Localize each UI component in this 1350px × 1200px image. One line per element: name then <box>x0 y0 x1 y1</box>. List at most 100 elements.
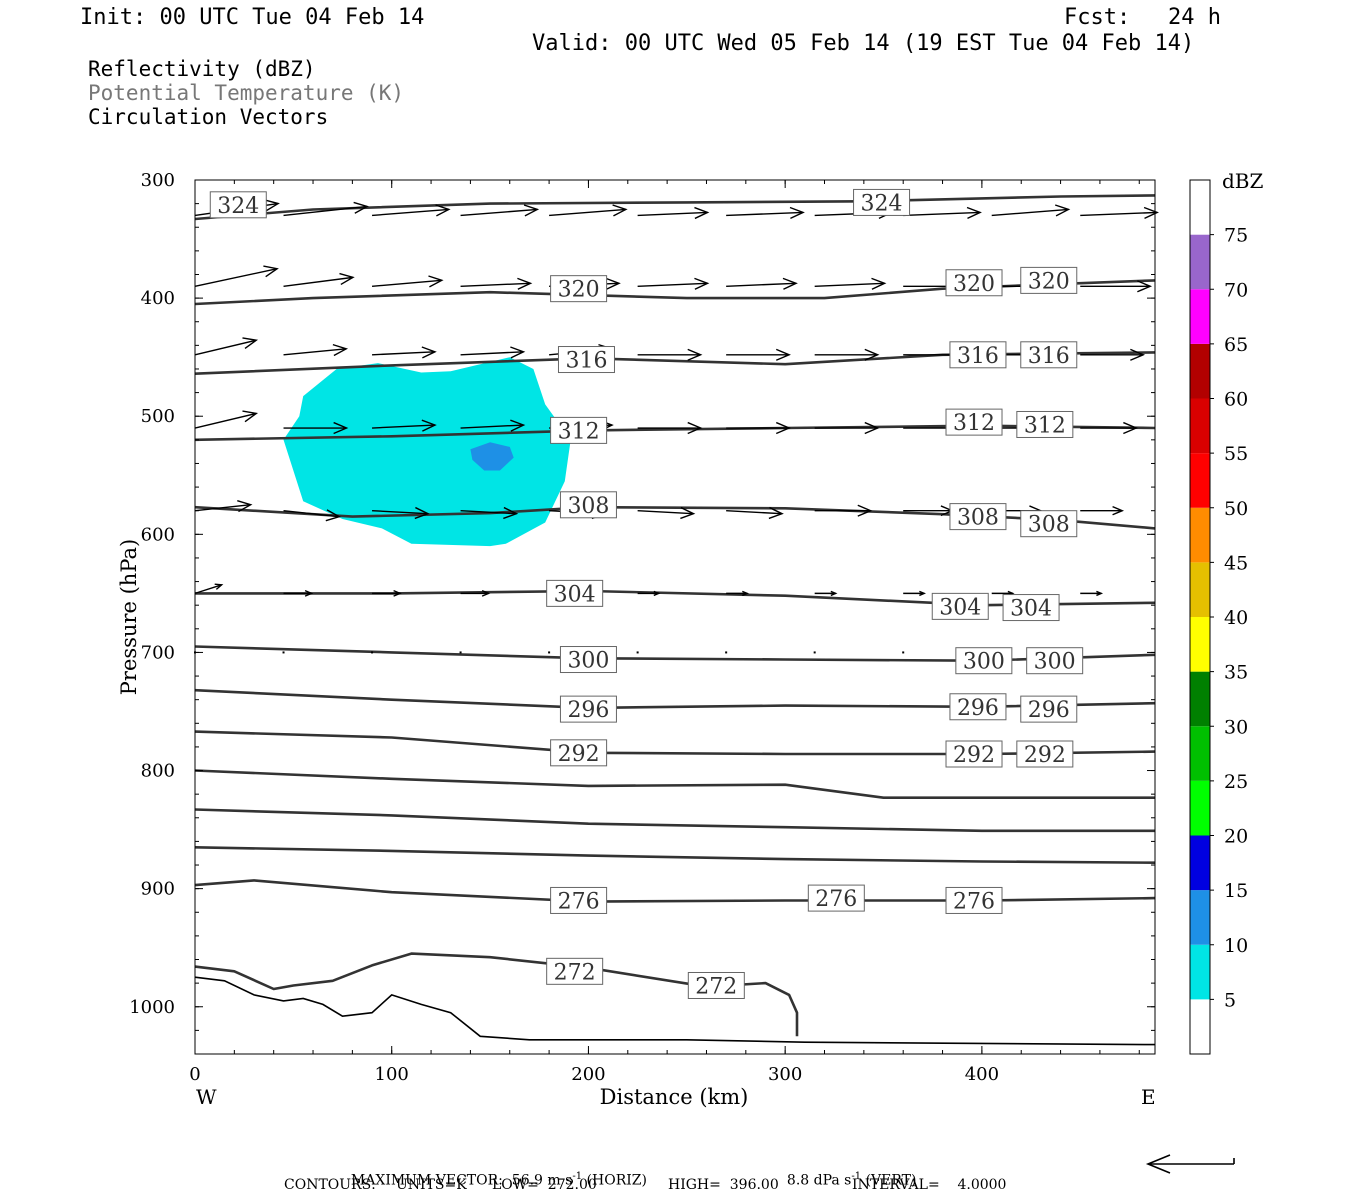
colorbar-label: 50 <box>1224 498 1248 520</box>
contour-label-296: 296 <box>949 693 1007 721</box>
circulation-vector <box>991 204 1071 217</box>
svg-text:320: 320 <box>953 272 995 297</box>
terrain-profile <box>194 976 1156 1046</box>
contour-label-308: 308 <box>949 503 1007 531</box>
x-tick-label: 200 <box>571 1064 605 1085</box>
legend-circulation-vectors: Circulation Vectors <box>88 105 329 129</box>
y-tick-label: 500 <box>141 406 175 427</box>
circulation-vector <box>814 277 887 290</box>
circulation-vector <box>637 277 710 290</box>
colorbar-label: 20 <box>1224 826 1248 848</box>
svg-text:304: 304 <box>939 595 981 620</box>
vector-dot <box>725 651 728 654</box>
plot-frame <box>194 179 1156 1055</box>
theta-contour-320 <box>194 279 1156 306</box>
svg-text:312: 312 <box>558 419 600 444</box>
contour-label-316: 316 <box>1020 341 1078 369</box>
circulation-vector <box>1080 206 1159 220</box>
contour-label-312: 312 <box>550 416 608 444</box>
svg-text:308: 308 <box>1028 513 1070 538</box>
colorbar-label: 40 <box>1224 607 1248 629</box>
colorbar-swatch <box>1190 780 1210 836</box>
contour-label-324: 324 <box>853 188 911 216</box>
colorbar-swatch <box>1190 835 1210 891</box>
svg-text:316: 316 <box>565 349 607 374</box>
circulation-vector <box>371 204 451 217</box>
svg-text:276: 276 <box>815 887 857 912</box>
legend-reflectivity: Reflectivity (dBZ) <box>88 57 316 81</box>
circulation-vector <box>814 590 838 597</box>
vert-value: 8.8 dPa s <box>786 1172 852 1189</box>
circulation-vector <box>283 343 349 357</box>
contour-label-308: 308 <box>559 491 617 519</box>
colorbar-swatch <box>1190 289 1210 344</box>
horiz-value: 56.9 m s <box>511 1172 573 1189</box>
contour-label-320: 320 <box>550 275 608 303</box>
circulation-vector <box>194 265 279 287</box>
svg-text:316: 316 <box>1028 344 1070 369</box>
circulation-vector <box>460 204 540 217</box>
contour-labels: 324 324 320 320 320 316 316 316 312 312 312 308 308 3… <box>209 188 1084 999</box>
colorbar-swatch <box>1190 999 1210 1054</box>
colorbar-swatch <box>1190 944 1210 1000</box>
circulation-vector <box>1080 421 1139 435</box>
circulation-vector <box>283 590 314 597</box>
x-tick-label: 300 <box>768 1064 802 1085</box>
contours-units: UNITS=K <box>396 1177 467 1193</box>
circulation-vector <box>372 346 437 359</box>
circulation-vector <box>194 500 253 513</box>
y-tick-label: 300 <box>141 170 175 191</box>
contour-label-276: 276 <box>945 886 1003 914</box>
contour-label-300: 300 <box>559 646 617 674</box>
theta-contour-312 <box>194 424 1156 442</box>
svg-text:276: 276 <box>953 889 995 914</box>
colorbar-swatch <box>1190 234 1210 290</box>
svg-text:320: 320 <box>558 278 600 303</box>
svg-text:296: 296 <box>957 696 999 721</box>
contour-label-296: 296 <box>1020 695 1078 723</box>
colorbar-label: 55 <box>1224 443 1248 465</box>
svg-text:300: 300 <box>1034 650 1076 675</box>
vector-dot <box>902 651 905 654</box>
circulation-vector <box>903 206 982 220</box>
svg-text:300: 300 <box>963 650 1005 675</box>
colorbar-label: 10 <box>1224 935 1248 957</box>
horiz-exponent: -1 <box>572 1171 583 1182</box>
colorbar-swatch <box>1190 343 1210 399</box>
theta-contour-296 <box>194 688 1156 710</box>
reflectivity-fill <box>283 357 571 547</box>
horiz-unit: (HORIZ) <box>586 1172 647 1189</box>
svg-text:300: 300 <box>567 649 609 674</box>
init-time: Init: 00 UTC Tue 04 Feb 14 <box>80 5 425 30</box>
contours-interval: INTERVAL= 4.0000 <box>852 1177 1007 1193</box>
svg-text:316: 316 <box>957 344 999 369</box>
theta-contour-288 <box>194 769 1155 800</box>
colorbar-label: 60 <box>1224 389 1248 411</box>
colorbar-swatch <box>1190 617 1210 672</box>
vector-dot <box>548 651 551 654</box>
svg-text:312: 312 <box>1024 413 1066 438</box>
theta-contour-280 <box>194 846 1156 864</box>
svg-text:324: 324 <box>861 191 903 216</box>
contour-label-296: 296 <box>559 695 617 723</box>
circulation-vector <box>903 590 926 597</box>
svg-text:292: 292 <box>953 743 995 768</box>
circulation-vector <box>460 277 533 290</box>
vector-dot <box>459 651 462 654</box>
x-tick-label: 400 <box>965 1064 999 1085</box>
colorbar-swatch <box>1190 890 1210 945</box>
contour-label-292: 292 <box>550 739 608 767</box>
theta-contour-276 <box>194 879 1156 903</box>
circulation-vector <box>372 506 430 520</box>
colorbar-label: 75 <box>1224 225 1248 247</box>
svg-text:272: 272 <box>554 960 596 985</box>
circulation-vector <box>283 509 341 522</box>
y-tick-label: 900 <box>141 879 175 900</box>
colorbar-swatch <box>1190 726 1210 781</box>
circulation-vector <box>372 419 437 432</box>
contour-label-304: 304 <box>546 579 604 607</box>
colorbar-label: 65 <box>1224 334 1248 356</box>
circulation-vector <box>637 506 696 520</box>
svg-text:292: 292 <box>1024 743 1066 768</box>
